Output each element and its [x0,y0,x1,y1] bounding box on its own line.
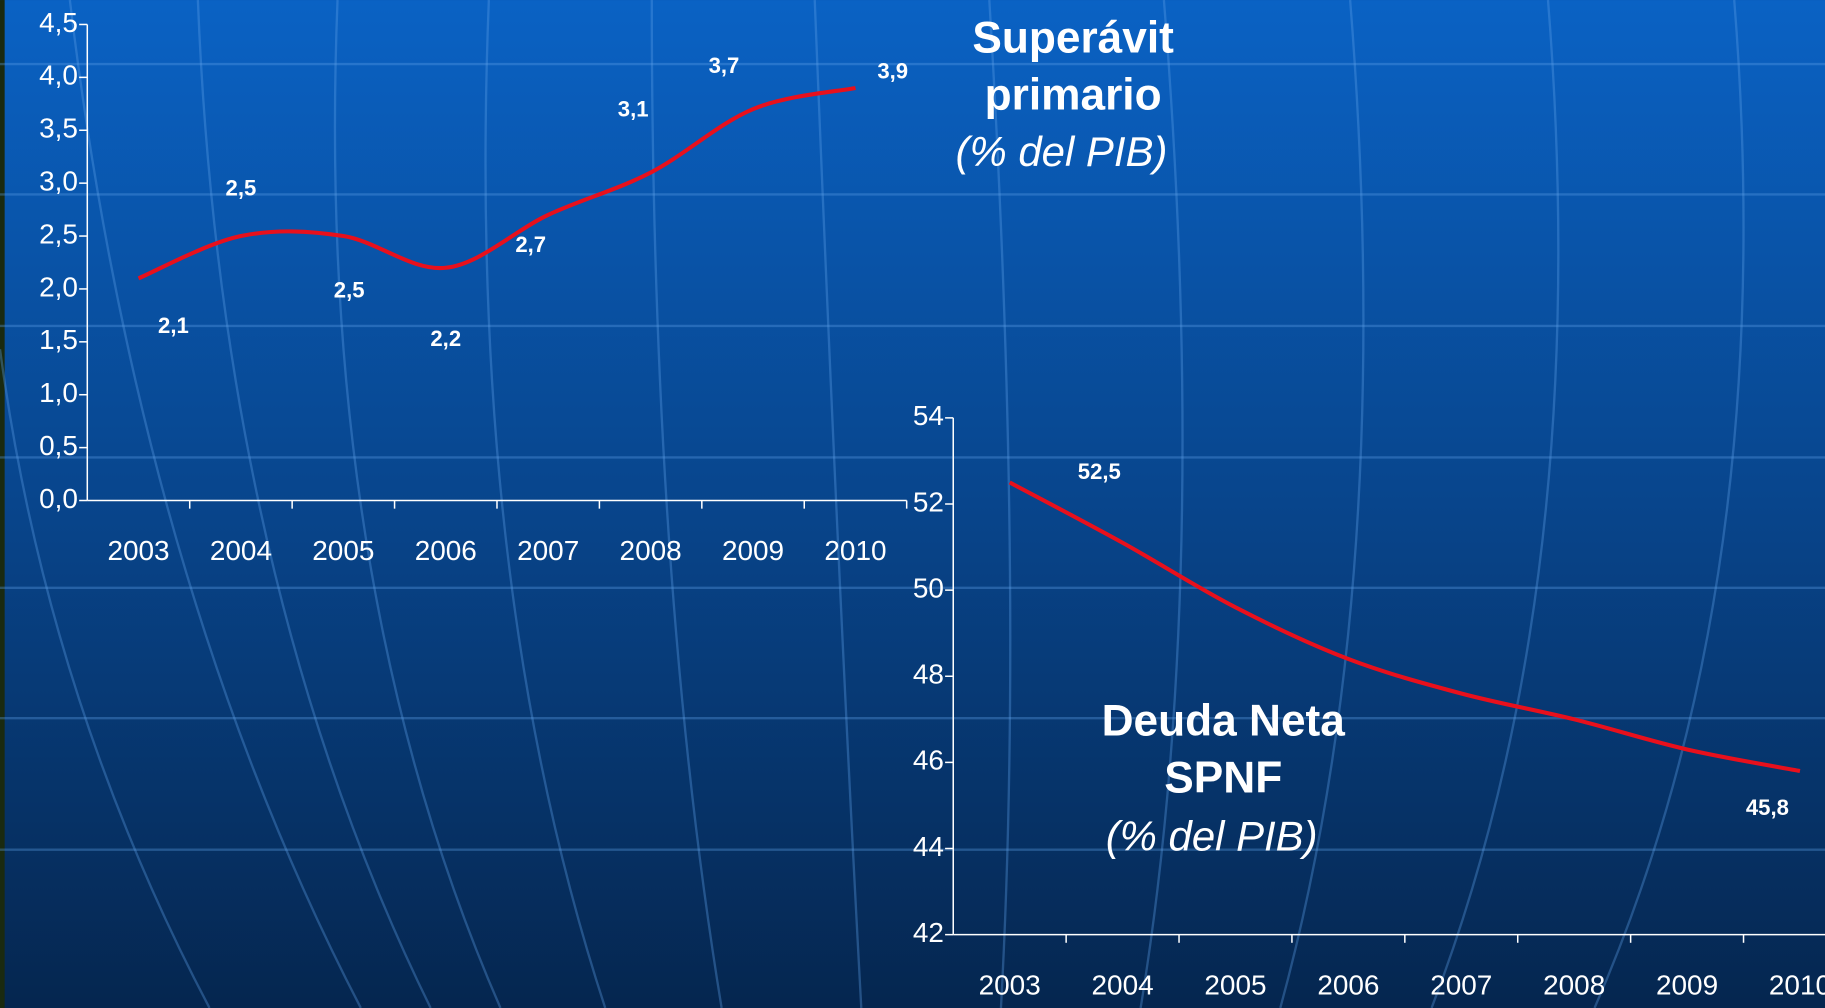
y-tick-label: 0,0 [39,483,78,514]
x-tick-label: 2009 [1656,969,1718,1000]
x-tick-label: 2009 [722,535,784,566]
x-tick-label: 2006 [1317,969,1379,1000]
x-tick-label: 2004 [210,535,272,566]
x-tick-label: 2003 [979,969,1041,1000]
y-tick-label: 48 [913,659,944,690]
data-label: 52,5 [1078,459,1121,484]
left-strip [0,0,5,1008]
y-tick-label: 3,5 [39,113,78,144]
x-tick-label: 2008 [620,535,682,566]
y-tick-label: 4,0 [39,60,78,91]
data-label: 3,1 [618,97,649,122]
line-series [1008,480,1801,774]
data-label: 3,9 [877,59,908,84]
y-tick-label: 42 [913,917,944,948]
data-label: 2,1 [158,313,189,338]
x-tick-label: 2003 [107,535,169,566]
x-tick-label: 2010 [824,535,886,566]
x-tick-label: 2006 [415,535,477,566]
y-tick-label: 4,5 [39,7,78,38]
y-tick-label: 1,0 [39,377,78,408]
data-label: 2,7 [515,232,546,257]
line-series [137,85,856,281]
y-tick-label: 1,5 [39,324,78,355]
y-tick-label: 54 [913,400,944,431]
data-label: 2,2 [430,326,461,351]
y-tick-label: 46 [913,745,944,776]
y-tick-label: 2,0 [39,271,78,302]
y-tick-label: 3,0 [39,166,78,197]
x-tick-label: 2004 [1092,969,1154,1000]
y-tick-label: 50 [913,573,944,604]
x-tick-label: 2005 [1204,969,1266,1000]
chart-title: Superávit [972,13,1174,62]
y-tick-label: 0,5 [39,430,78,461]
chart-title: primario [985,70,1162,119]
y-tick-label: 2,5 [39,218,78,249]
x-tick-label: 2005 [312,535,374,566]
data-label: 45,8 [1746,795,1789,820]
x-tick-label: 2007 [517,535,579,566]
data-label: 3,7 [709,53,740,78]
chart-subtitle: (% del PIB) [1106,812,1318,859]
chart-title: Deuda Neta [1102,697,1346,746]
chart-title: SPNF [1164,754,1282,803]
chart-subtitle: (% del PIB) [956,128,1168,175]
data-label: 2,5 [226,175,257,200]
x-tick-label: 2007 [1430,969,1492,1000]
data-label: 2,5 [334,278,365,303]
y-tick-label: 44 [913,831,944,862]
y-tick-label: 52 [913,486,944,517]
x-tick-label: 2010 [1769,969,1825,1000]
x-tick-label: 2008 [1543,969,1605,1000]
